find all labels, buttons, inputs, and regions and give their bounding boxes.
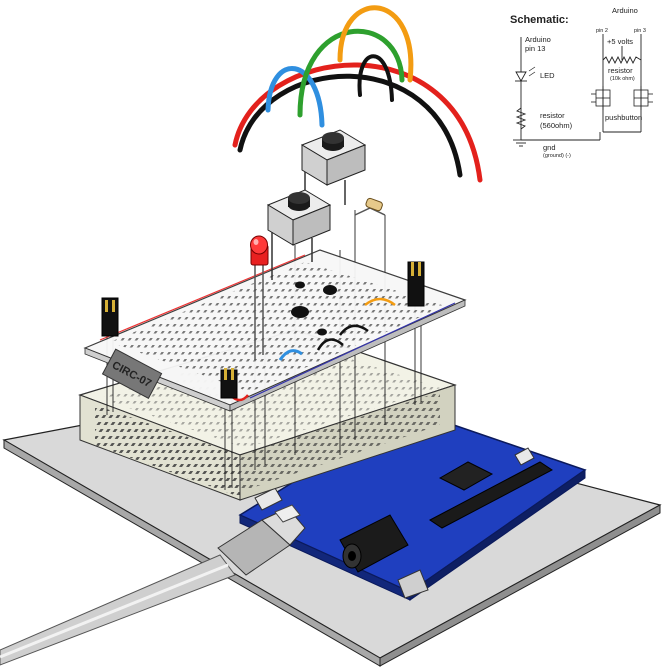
pushbutton-upper bbox=[300, 129, 367, 215]
usb-cable bbox=[0, 504, 306, 666]
microcontroller-chip bbox=[438, 461, 494, 491]
resistor2-symbol bbox=[602, 55, 642, 65]
pushbutton-symbol-right bbox=[633, 86, 653, 110]
left-pin-label: pin 13 bbox=[525, 44, 545, 53]
resistor1-symbol bbox=[515, 107, 527, 130]
resistor1-label: resistor bbox=[540, 111, 565, 120]
schematic-title: Schematic: bbox=[510, 14, 569, 26]
pushbutton-lower bbox=[266, 189, 332, 280]
led-label: LED bbox=[540, 71, 555, 80]
gnd-sub-label: (ground) (-) bbox=[543, 153, 571, 159]
pushbutton-symbol-left bbox=[591, 86, 611, 110]
plus5v-label: +5 volts bbox=[607, 37, 633, 46]
resistor1-value: (560ohm) bbox=[540, 121, 573, 130]
jumper-wires bbox=[232, 5, 483, 183]
usb-port bbox=[254, 487, 283, 511]
resistor2-value: (10k ohm) bbox=[610, 76, 635, 82]
wire-orange bbox=[337, 5, 414, 83]
left-arduino-label: Arduino bbox=[525, 35, 551, 44]
header-pins-left bbox=[101, 297, 119, 337]
wire-black-small bbox=[357, 54, 394, 102]
wire-blue bbox=[265, 66, 325, 128]
pushbutton-label: pushbutton bbox=[605, 113, 642, 122]
header-pins-right bbox=[407, 261, 425, 307]
pin2-label: pin 2 bbox=[596, 28, 608, 34]
schematic-inset: Schematic: Arduino pin 13 LED resistor (… bbox=[510, 6, 653, 159]
gnd-label: gnd bbox=[543, 143, 556, 152]
right-arduino-label: Arduino bbox=[612, 6, 638, 15]
header-pins-bottom bbox=[220, 368, 238, 399]
wire-black bbox=[237, 73, 463, 178]
resistor-10k bbox=[354, 197, 386, 216]
wire-green bbox=[297, 28, 405, 118]
pin3-label: pin 3 bbox=[634, 28, 646, 34]
wire-red bbox=[232, 62, 483, 183]
red-led bbox=[250, 235, 269, 360]
power-jack bbox=[339, 514, 409, 573]
led-symbol bbox=[515, 71, 527, 82]
resistor2-label: resistor bbox=[608, 66, 633, 75]
breadboard-overlay-sheet: CIRC-07 bbox=[83, 249, 467, 412]
